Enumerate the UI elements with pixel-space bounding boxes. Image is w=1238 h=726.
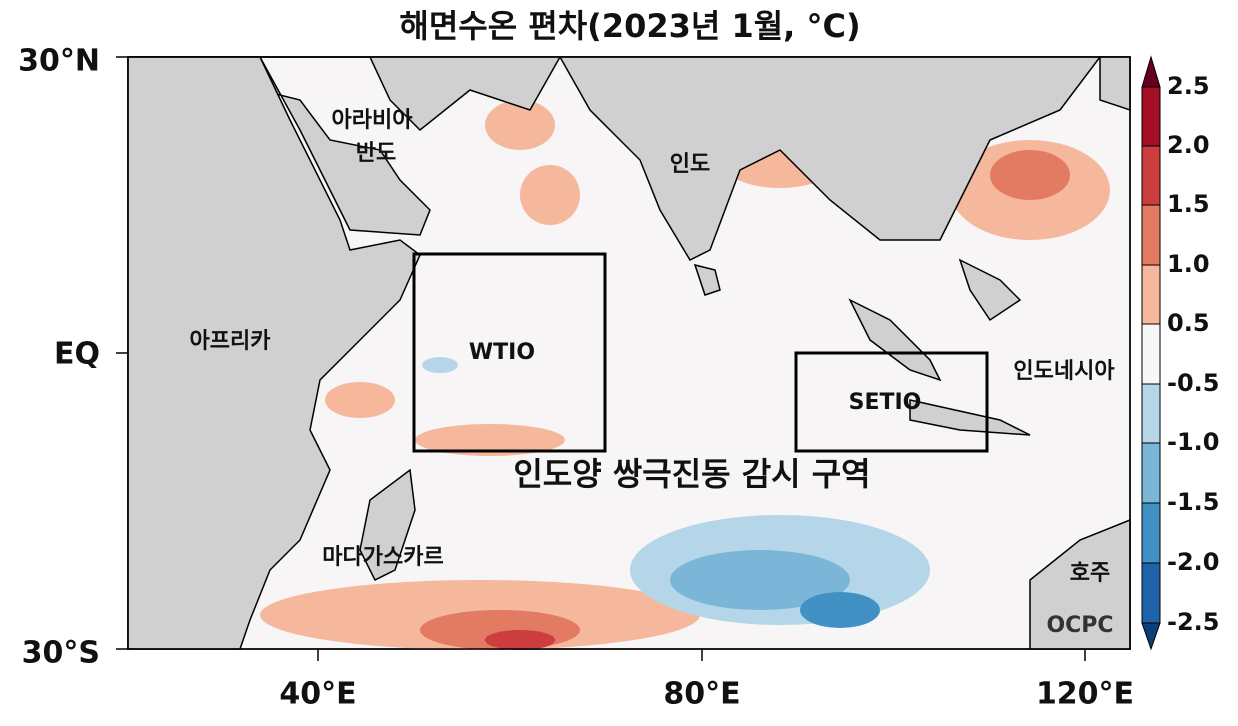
colorbar-label: -1.5 [1167, 488, 1219, 516]
axis-ticks [116, 56, 1086, 661]
colorbar [1141, 55, 1161, 651]
colorbar-label: 1.5 [1167, 190, 1210, 218]
region-label: 마다가스카르 [322, 545, 443, 570]
colorbar-label: 2.5 [1167, 72, 1210, 100]
lat-label: EQ [54, 337, 100, 372]
colorbar-label: 0.5 [1167, 309, 1210, 337]
lat-label: 30°N [18, 44, 100, 79]
lon-label: 120°E [1036, 677, 1134, 712]
box-label: WTIO [469, 340, 535, 365]
lon-label: 80°E [663, 677, 740, 712]
logo: OCPC [1046, 613, 1113, 638]
region-label: 반도 [356, 141, 396, 166]
box-label: SETIO [849, 390, 922, 415]
colorbar-label: 1.0 [1167, 250, 1210, 278]
colorbar-label: -1.0 [1167, 428, 1219, 456]
region-label: 아라비아 [332, 108, 414, 133]
map-area [127, 56, 1131, 650]
region-label: 호주 [1070, 561, 1110, 586]
colorbar-label: -2.0 [1167, 548, 1219, 576]
colorbar-label: 2.0 [1167, 131, 1210, 159]
region-label: 아프리카 [190, 329, 271, 354]
region-label: 인도네시아 [1013, 359, 1115, 384]
lat-label: 30°S [22, 636, 100, 671]
colorbar-label: -0.5 [1167, 369, 1219, 397]
colorbar-label: -2.5 [1167, 608, 1219, 636]
map-title: 해면수온 편차(2023년 1월, °C) [399, 7, 860, 45]
lon-label: 40°E [279, 677, 356, 712]
region-label: 인도 [670, 152, 710, 177]
box-caption: 인도양 쌍극진동 감시 구역 [513, 455, 870, 493]
